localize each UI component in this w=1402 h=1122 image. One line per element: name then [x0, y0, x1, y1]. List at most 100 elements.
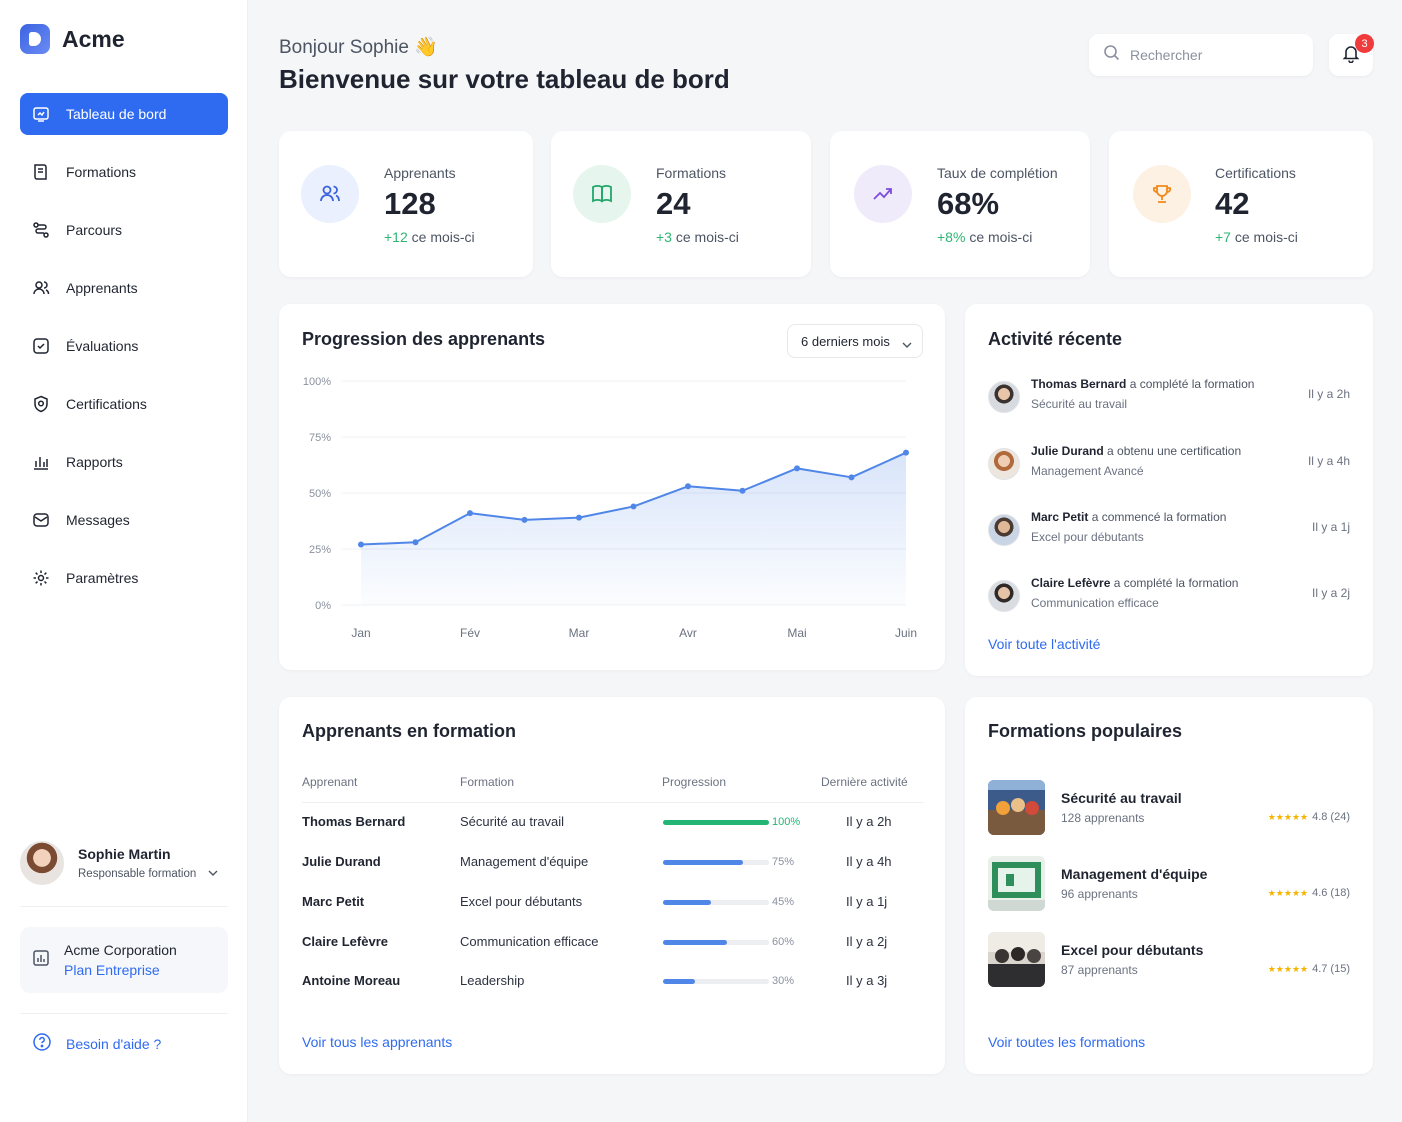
area-fill	[361, 452, 906, 605]
book-icon	[32, 163, 50, 181]
dashboard-icon	[32, 105, 50, 123]
course-learners: 87 apprenants	[1061, 963, 1138, 977]
activity-item[interactable]: Thomas Bernard a complété la formation S…	[988, 377, 1350, 427]
data-point	[685, 483, 691, 490]
sidebar-item-label: Parcours	[66, 222, 123, 238]
y-tick-label: 75%	[309, 432, 331, 444]
period-select[interactable]: 6 derniers mois	[787, 324, 923, 358]
column-header[interactable]: Formation	[460, 775, 515, 789]
sidebar-item-label: Certifications	[66, 396, 147, 412]
stat-delta: +12 ce mois-ci	[384, 229, 475, 245]
course-item[interactable]: Sécurité au travail 128 apprenants ★★★★★…	[988, 780, 1350, 836]
sidebar-item-dashboard[interactable]: Tableau de bord	[20, 93, 228, 135]
column-header[interactable]: Progression	[662, 775, 727, 789]
last-activity: Il y a 2j	[846, 934, 888, 949]
star-rating-icon: ★★★★★	[1267, 811, 1309, 822]
stat-value: 24	[656, 186, 691, 221]
progress-bar-fill	[663, 820, 769, 825]
sidebar-item-messages[interactable]: Messages	[20, 499, 228, 541]
activity-item[interactable]: Claire Lefèvre a complété la formation C…	[988, 576, 1350, 626]
activity-detail: Sécurité au travail	[1031, 397, 1128, 411]
progress-bar	[663, 900, 769, 905]
logo[interactable]: Acme	[20, 24, 125, 54]
table-row[interactable]: Claire Lefèvre Communication efficace 60…	[302, 922, 924, 962]
sidebar-item-certifications[interactable]: Certifications	[20, 383, 228, 425]
sidebar-item-formations[interactable]: Formations	[20, 151, 228, 193]
chevron-down-icon[interactable]	[208, 863, 218, 881]
data-point	[903, 449, 909, 456]
stat-label: Formations	[656, 165, 727, 181]
progress-bar	[663, 940, 769, 945]
sidebar-item-label: Formations	[66, 164, 137, 180]
rating-value: 4.6 (18)	[1312, 887, 1350, 899]
column-header[interactable]: Dernière activité	[821, 775, 908, 789]
data-point	[794, 465, 800, 472]
help-link[interactable]: Besoin d'aide ?	[32, 1032, 161, 1055]
app-name: Acme	[62, 25, 125, 52]
help-label: Besoin d'aide ?	[66, 1035, 162, 1052]
stat-card-formations: Formations 24 +3 ce mois-ci	[551, 131, 811, 277]
view-all-activity-link[interactable]: Voir toute l'activité	[988, 636, 1101, 652]
sidebar-item-rapports[interactable]: Rapports	[20, 441, 228, 483]
course-item[interactable]: Management d'équipe 96 apprenants ★★★★★ 4…	[988, 856, 1350, 912]
course-title: Sécurité au travail	[1061, 790, 1182, 806]
last-activity: Il y a 2h	[846, 814, 892, 829]
star-rating-icon: ★★★★★	[1267, 887, 1309, 898]
sidebar-item-label: Apprenants	[66, 280, 138, 296]
book-icon	[592, 184, 612, 203]
table-row[interactable]: Thomas Bernard Sécurité au travail 100% …	[302, 802, 924, 842]
organization-card[interactable]: Acme Corporation Plan Entreprise	[20, 927, 228, 993]
data-point	[412, 539, 419, 546]
search-bar[interactable]	[1089, 34, 1313, 76]
stat-icon-bg	[573, 165, 631, 223]
popular-card: Formations populaires Sécurité au travai…	[965, 697, 1373, 1074]
stat-card-completion: Taux de complétion 68% +8% ce mois-ci	[830, 131, 1090, 277]
progress-bar	[663, 860, 769, 865]
card-title: Formations populaires	[988, 721, 1183, 741]
learner-name: Julie Durand	[302, 854, 381, 869]
chevron-down-icon	[902, 336, 912, 351]
divider	[20, 906, 228, 907]
activity-time: Il y a 2h	[1307, 387, 1350, 401]
search-input[interactable]	[1130, 47, 1300, 63]
stat-delta: +8% ce mois-ci	[937, 229, 1032, 245]
card-title: Apprenants en formation	[302, 721, 517, 741]
user-profile[interactable]: Sophie Martin Responsable formation	[20, 841, 228, 885]
sidebar-item-evaluations[interactable]: Évaluations	[20, 325, 228, 367]
sidebar-item-parcours[interactable]: Parcours	[20, 209, 228, 251]
activity-user: Julie Durand	[1031, 444, 1104, 458]
activity-time: Il y a 4h	[1307, 454, 1350, 468]
activity-item[interactable]: Julie Durand a obtenu une certification …	[988, 444, 1350, 494]
stat-icon-bg	[301, 165, 359, 223]
learner-name: Thomas Bernard	[302, 814, 406, 829]
progress-bar-fill	[663, 860, 743, 865]
route-icon	[32, 221, 50, 239]
bell-icon	[1341, 43, 1361, 68]
progress-percent: 45%	[772, 896, 795, 908]
course-rating: ★★★★★ 4.6 (18)	[1268, 887, 1350, 899]
sidebar-item-label: Paramètres	[66, 570, 139, 586]
sidebar-item-apprenants[interactable]: Apprenants	[20, 267, 228, 309]
delta-period: ce mois-ci	[969, 229, 1033, 245]
help-icon	[32, 1032, 52, 1055]
building-icon	[32, 949, 50, 972]
sidebar-item-label: Rapports	[66, 454, 123, 470]
column-header[interactable]: Apprenant	[302, 775, 358, 789]
progress-percent: 60%	[772, 936, 795, 948]
stat-label: Taux de complétion	[937, 165, 1058, 181]
organization-plan[interactable]: Plan Entreprise	[64, 962, 160, 978]
sidebar-item-parametres[interactable]: Paramètres	[20, 557, 228, 599]
table-row[interactable]: Marc Petit Excel pour débutants 45% Il y…	[302, 882, 924, 922]
table-row[interactable]: Julie Durand Management d'équipe 75% Il …	[302, 842, 924, 882]
view-all-learners-link[interactable]: Voir tous les apprenants	[302, 1034, 453, 1050]
data-point	[739, 487, 746, 494]
view-all-courses-link[interactable]: Voir toutes les formations	[988, 1034, 1146, 1050]
progress-bar-fill	[663, 940, 727, 945]
learner-name: Marc Petit	[302, 894, 365, 909]
activity-item[interactable]: Marc Petit a commencé la formation Excel…	[988, 510, 1350, 560]
divider	[302, 802, 924, 803]
table-row[interactable]: Antoine Moreau Leadership 30% Il y a 3j	[302, 961, 924, 1001]
course-title: Excel pour débutants	[1061, 942, 1204, 958]
course-item[interactable]: Excel pour débutants 87 apprenants ★★★★★…	[988, 932, 1350, 988]
rating-value: 4.8 (24)	[1312, 811, 1350, 823]
